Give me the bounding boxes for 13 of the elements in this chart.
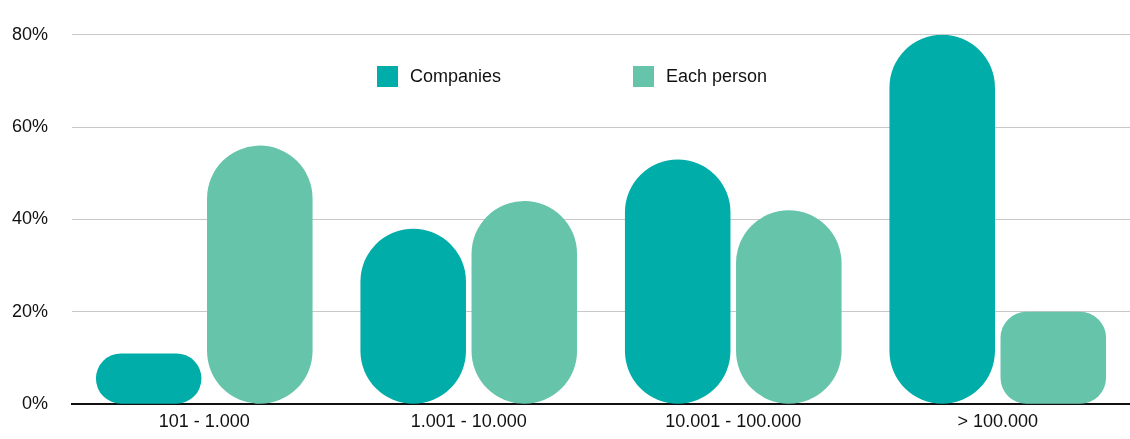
y-tick-label: 60% [11,116,48,137]
x-tick-label: > 100.000 [957,410,1039,431]
y-tick-label: 20% [11,300,48,321]
bar [889,34,995,404]
y-tick-label: 80% [11,23,48,44]
x-tick-label: 101 - 1.000 [158,410,250,431]
y-tick-label: 0% [21,393,48,414]
legend-label: Each person [666,66,768,87]
legend-label: Companies [410,66,502,87]
x-tick-label: 10.001 - 100.000 [665,410,802,431]
bar [1000,311,1107,404]
y-tick-label: 40% [11,208,48,229]
x-tick-label: 1.001 - 10.000 [410,410,527,431]
